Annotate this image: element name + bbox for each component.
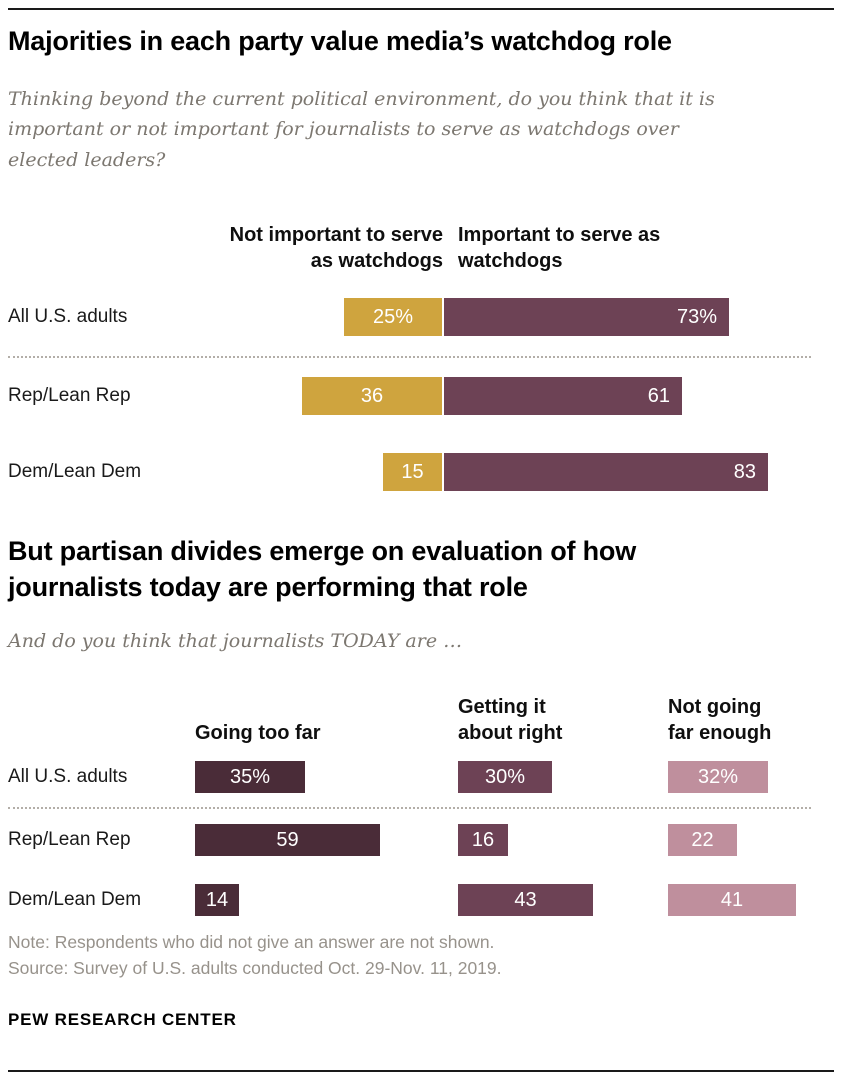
chart2-row-0: All U.S. adults 35% 30% 32% [8,761,834,793]
footnotes: Note: Respondents who did not give an an… [8,929,502,982]
bar-value-label: 36 [360,384,384,407]
chart2-row-separator [8,807,811,809]
chart1-title: Majorities in each party value media’s w… [8,26,672,56]
bar-value-label: 73% [676,305,717,328]
bar-value-label: 43 [514,888,537,911]
chart1-header-not-important: Not important to serve as watchdogs [229,224,443,272]
chart2-title: But partisan divides emerge on evaluatio… [8,536,637,602]
bar-getting-it-about-right: 16 [458,824,508,856]
category-label: Rep/Lean Rep [8,385,131,406]
chart2-header-going-too-far: Going too far [195,722,321,744]
bar-not-important: 15 [383,453,442,491]
bar-value-label: 30% [484,765,526,788]
chart2-header-not-far-enough: Not going far enough [668,696,772,744]
category-label: All U.S. adults [8,306,128,327]
category-label: All U.S. adults [8,766,128,787]
chart2-row-1: Rep/Lean Rep 59 16 22 [8,824,834,856]
bar-value-label: 59 [276,828,299,851]
category-label: Dem/Lean Dem [8,889,142,910]
bar-not-going-far-enough: 32% [668,761,768,793]
chart1-row-0: All U.S. adults 25% 73% [8,298,834,336]
org-name: PEW RESEARCH CENTER [8,1010,237,1029]
chart1-row-2: Dem/Lean Dem 15 83 [8,453,834,491]
bar-important: 61 [444,377,682,415]
note-line: Note: Respondents who did not give an an… [8,932,495,952]
source-line: Source: Survey of U.S. adults conducted … [8,958,502,979]
bar-getting-it-about-right: 30% [458,761,552,793]
bottom-rule [8,1070,834,1072]
bar-value-label: 61 [647,384,670,407]
bar-important: 83 [444,453,768,491]
bar-going-too-far: 14 [195,884,239,916]
bar-value-label: 83 [733,460,756,483]
chart2-plot: All U.S. adults 35% 30% 32% Rep/Lean Rep 59 16… [8,755,834,925]
bar-value-label: 32% [697,765,739,788]
bar-going-too-far: 59 [195,824,380,856]
chart2-row-2: Dem/Lean Dem 14 43 41 [8,884,834,916]
chart2-subtitle: And do you think that journalists TODAY … [8,630,463,652]
bar-value-label: 25% [372,305,414,328]
chart1-plot: All U.S. adults 25% 73% Rep/Lean Rep 36 61 Dem… [8,290,834,502]
bar-value-label: 14 [205,888,229,911]
bar-value-label: 15 [401,460,424,483]
chart1-header-important: Important to serve as watchdogs [458,224,661,272]
bar-getting-it-about-right: 43 [458,884,593,916]
bar-not-going-far-enough: 22 [668,824,737,856]
category-label: Dem/Lean Dem [8,461,142,482]
chart1-row-separator [8,356,811,358]
bar-going-too-far: 35% [195,761,305,793]
chart1-row-1: Rep/Lean Rep 36 61 [8,377,834,415]
bar-value-label: 41 [720,888,744,911]
top-rule [8,8,834,10]
bar-important: 73% [444,298,729,336]
bar-value-label: 22 [691,828,714,851]
category-label: Rep/Lean Rep [8,829,131,850]
bar-value-label: 35% [229,765,271,788]
chart1-subtitle: Thinking beyond the current political en… [8,88,715,171]
chart2-header-about-right: Getting it about right [458,696,563,744]
bar-not-going-far-enough: 41 [668,884,796,916]
bar-not-important: 36 [302,377,442,415]
bar-not-important: 25% [344,298,442,336]
bar-value-label: 16 [471,828,495,851]
